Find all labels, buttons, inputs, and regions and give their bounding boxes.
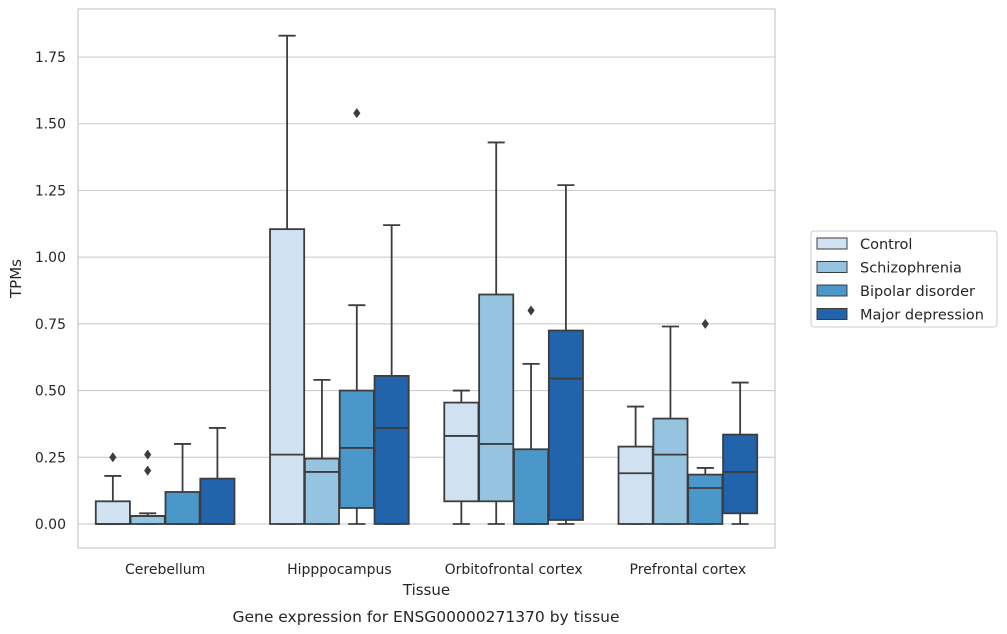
x-tick-labels: Cerebellum Hipppocampus Orbitofrontal cort… bbox=[125, 562, 746, 578]
box-group bbox=[687, 318, 724, 525]
box-group bbox=[722, 381, 759, 525]
box-group bbox=[269, 34, 306, 525]
box bbox=[164, 491, 201, 525]
box bbox=[269, 228, 306, 525]
legend-swatch bbox=[816, 284, 848, 297]
box-group bbox=[199, 427, 236, 525]
outlier-point bbox=[109, 452, 117, 463]
grid bbox=[78, 56, 775, 525]
box bbox=[199, 477, 236, 525]
box bbox=[443, 401, 480, 503]
box-group bbox=[164, 443, 201, 525]
box-group bbox=[617, 405, 654, 525]
x-tick-label: Prefrontal cortex bbox=[630, 562, 747, 578]
plot-frame bbox=[77, 8, 776, 549]
legend-swatch bbox=[816, 308, 848, 320]
box-group bbox=[513, 305, 550, 525]
legend: Control Schizophrenia Bipolar disorder Majo… bbox=[810, 230, 998, 328]
legend-label: Control bbox=[860, 237, 912, 253]
box-group bbox=[478, 141, 515, 525]
box bbox=[722, 433, 759, 515]
y-tick-label: 0.75 bbox=[35, 317, 66, 333]
x-axis-label: Tissue bbox=[402, 581, 450, 599]
box bbox=[652, 417, 689, 525]
box-group bbox=[303, 378, 340, 525]
outlier-point bbox=[701, 318, 709, 329]
box-group bbox=[129, 449, 166, 525]
y-tick-label: 0.00 bbox=[35, 517, 66, 533]
legend-frame bbox=[810, 230, 998, 328]
y-axis-label: TPMs bbox=[7, 259, 25, 299]
box bbox=[94, 500, 131, 525]
legend-label: Major depression bbox=[860, 308, 984, 324]
box-group bbox=[338, 108, 375, 525]
legend-label: Bipolar disorder bbox=[860, 284, 975, 300]
x-tick-label: Orbitofrontal cortex bbox=[445, 562, 583, 578]
box bbox=[338, 389, 375, 509]
y-tick-labels: 0.00 0.25 0.50 0.75 1.00 1.25 1.50 1.75 bbox=[35, 50, 66, 533]
box bbox=[687, 473, 724, 525]
outlier-point bbox=[527, 305, 535, 316]
box bbox=[373, 374, 410, 525]
box bbox=[129, 515, 166, 525]
y-tick-label: 1.00 bbox=[35, 250, 66, 266]
box-group bbox=[373, 224, 410, 525]
box bbox=[617, 445, 654, 525]
box bbox=[547, 329, 584, 521]
box bbox=[513, 448, 550, 525]
box bbox=[303, 457, 340, 525]
box bbox=[478, 293, 515, 503]
y-tick-label: 0.25 bbox=[35, 450, 66, 466]
outlier-point bbox=[144, 465, 152, 476]
x-tick-label: Cerebellum bbox=[125, 562, 205, 578]
outlier-point bbox=[144, 449, 152, 460]
chart-caption: Gene expression for ENSG00000271370 by t… bbox=[232, 608, 619, 626]
box-group bbox=[652, 325, 689, 525]
boxes bbox=[94, 34, 759, 525]
y-tick-label: 1.50 bbox=[35, 117, 66, 133]
legend-swatch bbox=[816, 237, 848, 250]
legend-label: Schizophrenia bbox=[860, 261, 962, 277]
y-tick-label: 0.50 bbox=[35, 384, 66, 400]
outlier-point bbox=[353, 108, 361, 119]
legend-swatch bbox=[816, 261, 848, 273]
box-group bbox=[547, 184, 584, 525]
y-tick-label: 1.25 bbox=[35, 183, 66, 199]
box-group bbox=[94, 452, 131, 525]
box-group bbox=[443, 389, 480, 525]
y-tick-label: 1.75 bbox=[35, 50, 66, 66]
x-tick-label: Hipppocampus bbox=[287, 562, 392, 578]
